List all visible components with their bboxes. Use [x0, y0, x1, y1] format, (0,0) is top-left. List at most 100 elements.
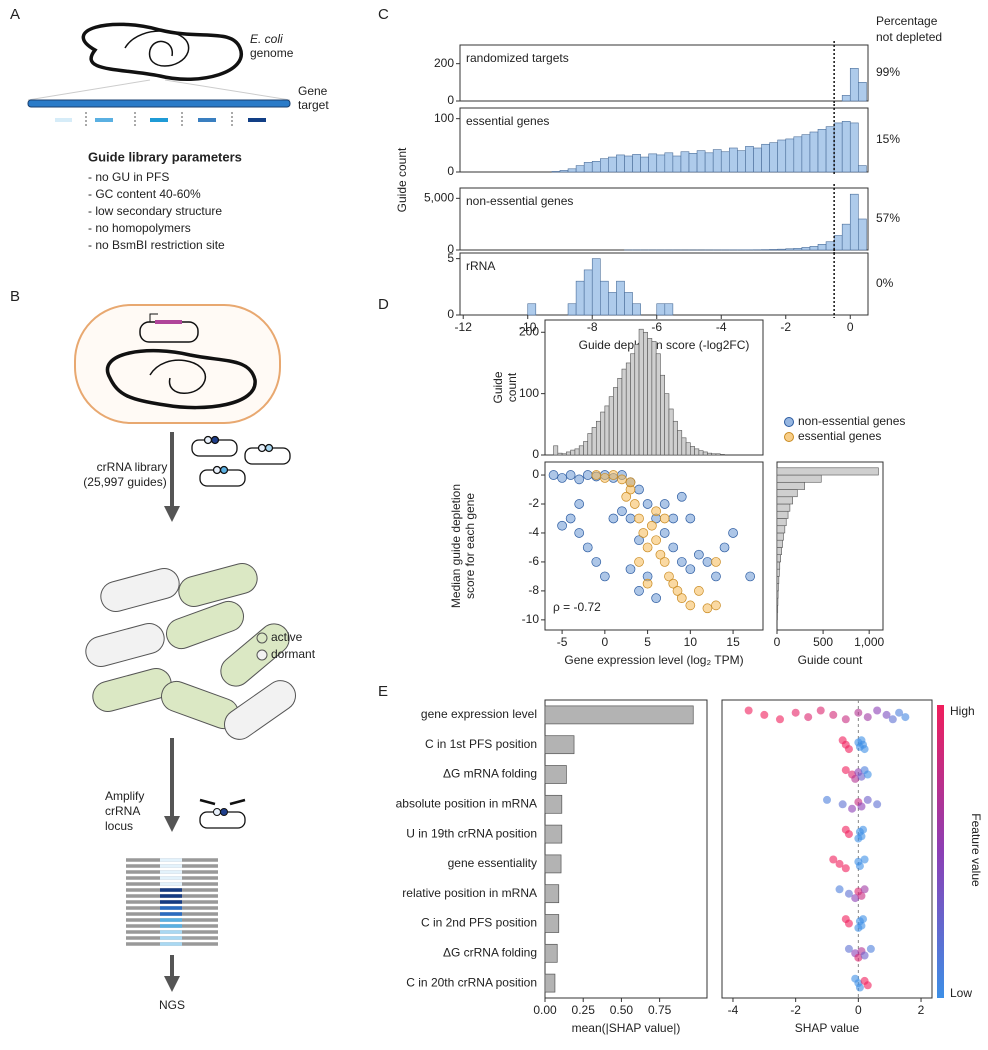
y-tick-label: 0	[532, 447, 539, 461]
shap-point	[863, 981, 872, 990]
scatter-point	[629, 499, 640, 509]
hist-bar	[777, 248, 787, 251]
hist-bar	[737, 150, 746, 173]
plot-frame	[721, 699, 933, 999]
library-label: (25,997 guides)	[83, 475, 166, 489]
hist-bar	[672, 155, 682, 173]
shap-point	[844, 889, 853, 898]
colorbar-label: High	[950, 704, 975, 718]
shap-point	[775, 715, 784, 724]
y-axis-label: Guide count	[395, 147, 409, 212]
column-header: Percentage	[876, 14, 938, 28]
hist-bar	[849, 68, 859, 102]
shap-point	[863, 795, 872, 804]
hist-bar	[600, 280, 609, 316]
hist-bar	[825, 241, 835, 251]
shap-point	[857, 802, 866, 811]
hist-bar	[624, 292, 633, 316]
hist-bar	[712, 149, 722, 173]
x-tick-label: 0.00	[533, 1003, 557, 1017]
scatter-point	[685, 564, 696, 575]
y-tick-label: 100	[434, 111, 454, 125]
x-tick-label: 0.50	[610, 1003, 634, 1017]
shap-point	[888, 715, 897, 724]
colorbar-title: Feature value	[969, 813, 983, 887]
panel-label: A	[10, 6, 20, 23]
shap-point	[844, 745, 853, 754]
shap-point	[848, 804, 857, 813]
subplot-title: rRNA	[466, 259, 495, 273]
hist-bar	[561, 453, 567, 456]
hist-bar	[825, 126, 835, 173]
scatter-point	[655, 549, 666, 560]
hist-bar	[600, 158, 609, 173]
legend-swatch	[784, 417, 794, 427]
shap-point	[854, 708, 863, 717]
hist-bar	[777, 139, 787, 173]
scatter-point	[659, 499, 670, 509]
legend-swatch	[256, 632, 268, 644]
hist-bar	[776, 605, 779, 613]
category-label: ΔG crRNA folding	[443, 945, 537, 959]
scatter-point	[711, 571, 721, 582]
hist-bar	[849, 193, 859, 251]
scatter-point	[676, 557, 687, 567]
scatter-point	[625, 477, 636, 488]
scatter-point	[719, 542, 730, 553]
shap-point	[859, 915, 868, 924]
x-tick-label: -10	[519, 320, 537, 334]
library-label: crRNA library	[97, 460, 168, 474]
amplicon	[199, 798, 246, 829]
annotation: 0%	[876, 276, 894, 290]
shap-point	[816, 706, 825, 715]
scatter-point	[574, 528, 585, 538]
hist-bar	[617, 377, 623, 456]
panel-label: D	[378, 296, 389, 313]
hist-bar	[785, 138, 795, 173]
hist-bar	[849, 122, 859, 173]
hist-bar	[630, 353, 636, 456]
hist-bar	[608, 292, 617, 316]
x-tick-label: 0	[855, 1003, 862, 1017]
bar	[544, 824, 563, 844]
scatter-point	[625, 513, 636, 524]
hist-bar	[557, 452, 563, 456]
hist-bar	[841, 223, 851, 251]
shap-point	[873, 706, 882, 715]
panel-label: C	[378, 6, 389, 23]
shap-point	[860, 885, 869, 894]
shap-point	[859, 825, 868, 834]
shap-point	[744, 706, 753, 715]
hist-bar	[719, 454, 725, 456]
scatter-point	[557, 520, 567, 531]
shap-point	[882, 710, 891, 719]
category-label: U in 19th crRNA position	[406, 826, 537, 840]
legend-label: non-essential genes	[798, 414, 905, 428]
hist-bar	[648, 153, 658, 173]
scatter-point	[642, 499, 653, 509]
hist-bar	[575, 165, 585, 173]
scatter-point	[574, 499, 585, 509]
shap-point	[857, 832, 866, 841]
shap-point	[851, 894, 860, 903]
scatter-point	[676, 593, 687, 603]
x-tick-label: 5	[644, 635, 651, 649]
zoom-line	[164, 79, 291, 101]
hist-bar	[604, 405, 610, 456]
hist-bar	[591, 258, 601, 316]
hist-bar	[817, 129, 827, 173]
gene-target-label: target	[298, 98, 329, 112]
scatter-point	[702, 557, 713, 567]
hist-bar	[776, 481, 805, 490]
y-tick-label: -2	[528, 496, 539, 510]
library-plasmids	[191, 435, 291, 487]
shap-point	[835, 859, 844, 868]
hist-bar	[858, 82, 867, 102]
hist-bar	[553, 445, 559, 456]
hist-bar	[559, 170, 569, 173]
hist-bar	[696, 150, 706, 173]
shap-point	[895, 708, 904, 717]
shap-point	[823, 795, 831, 804]
hist-bar	[677, 430, 683, 456]
scatter-point	[617, 474, 627, 485]
